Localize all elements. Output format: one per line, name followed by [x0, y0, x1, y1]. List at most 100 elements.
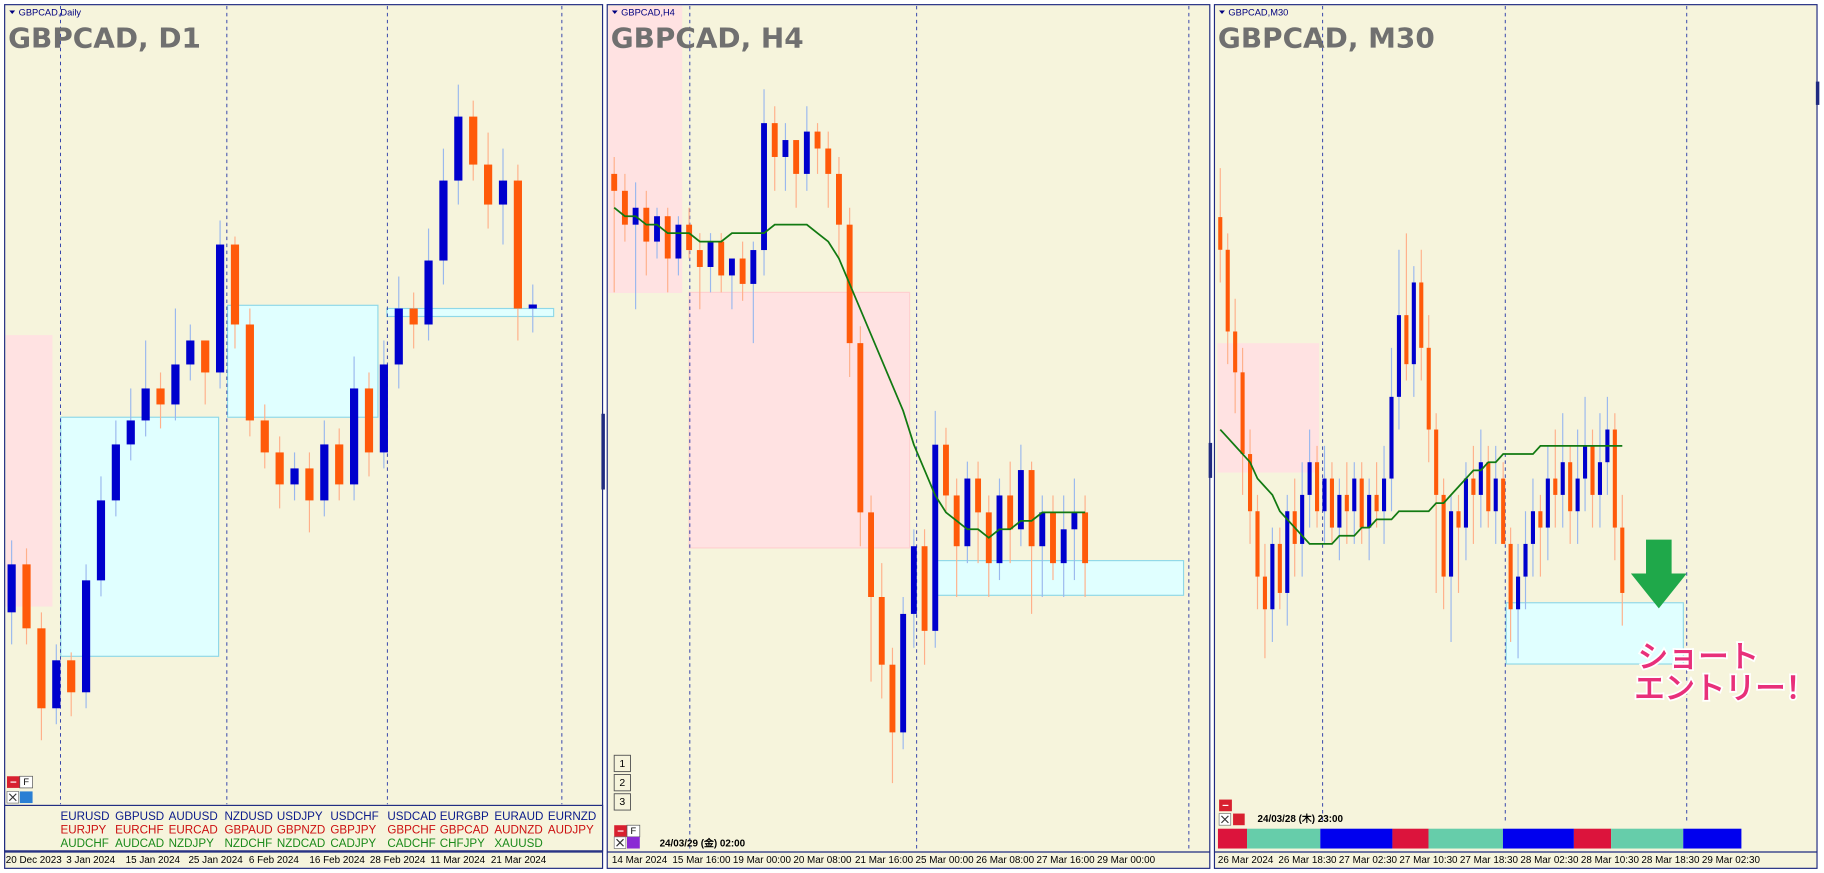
annotation: エントリー！	[1634, 671, 1815, 706]
symbol[interactable]: XAUUSD	[494, 837, 542, 850]
session-bar	[1611, 828, 1684, 849]
candle-body	[975, 478, 982, 513]
symbol[interactable]: NZDJPY	[169, 837, 214, 850]
candle-body	[335, 444, 344, 485]
candle-body	[1352, 478, 1357, 512]
candle-body	[528, 304, 537, 309]
symbol[interactable]: EURCAD	[169, 824, 218, 837]
symbol[interactable]: EURGBP	[440, 810, 489, 823]
chart-title: GBPCAD, D1	[8, 22, 201, 55]
symbol[interactable]: EURAUD	[494, 810, 543, 823]
f-button-label[interactable]: F	[23, 777, 29, 787]
candle-body	[484, 164, 493, 205]
button[interactable]	[613, 793, 631, 811]
symbol[interactable]: GBPUSD	[115, 810, 164, 823]
dropdown-arrow	[9, 10, 16, 14]
candle-body	[1218, 217, 1223, 250]
symbol[interactable]: NZDUSD	[225, 810, 273, 823]
symbol[interactable]: AUDCHF	[60, 837, 108, 850]
symbol[interactable]: CADCHF	[387, 837, 435, 850]
symbol[interactable]: AUDUSD	[169, 810, 218, 823]
candle-body	[1315, 462, 1320, 512]
candle-body	[664, 216, 671, 259]
symbol[interactable]: AUDCAD	[115, 837, 164, 850]
scroll-marker	[1208, 442, 1213, 478]
settings-button[interactable]	[19, 791, 33, 804]
candle-body	[1050, 512, 1056, 564]
session-bar	[1683, 828, 1742, 849]
symbol[interactable]: NZDCHF	[225, 837, 273, 850]
chart-title: GBPCAD, M30	[1218, 22, 1435, 55]
candle-body	[1359, 478, 1364, 528]
candle-body	[1478, 462, 1483, 495]
close-icon	[616, 838, 624, 847]
candle-body	[611, 173, 618, 191]
symbol[interactable]: AUDJPY	[548, 824, 594, 837]
candle-body	[1560, 462, 1565, 495]
x-tick-label: 27 Mar 16:00	[1036, 855, 1095, 866]
zone	[1217, 343, 1320, 473]
candle-body	[81, 580, 91, 693]
zone	[386, 307, 555, 318]
symbol[interactable]: GBPCAD	[440, 824, 489, 837]
f-button[interactable]	[19, 775, 33, 789]
symbol[interactable]: USDCHF	[330, 810, 378, 823]
symbol[interactable]: GBPAUD	[225, 824, 273, 837]
symbol[interactable]: GBPJPY	[330, 824, 376, 837]
candle-body	[1247, 454, 1253, 512]
candle-body	[201, 340, 210, 373]
symbol[interactable]: USDCAD	[387, 810, 436, 823]
candle-body	[245, 324, 254, 421]
candle-body	[1545, 478, 1550, 528]
candle-body	[910, 546, 917, 614]
candle-body	[290, 468, 299, 485]
button[interactable]	[613, 754, 631, 773]
button-label[interactable]: 3	[619, 797, 625, 808]
candle-body	[1017, 470, 1024, 530]
symbol[interactable]: EURJPY	[60, 824, 106, 837]
candle-body	[1270, 543, 1275, 610]
symbol[interactable]: GBPCHF	[387, 824, 435, 837]
candle-body	[739, 258, 746, 284]
symbol-table	[4, 804, 604, 852]
candle-body	[141, 388, 150, 421]
settings-button[interactable]	[627, 836, 640, 849]
candle-body	[1329, 478, 1334, 528]
candle-body	[814, 131, 821, 149]
candle-body	[230, 244, 240, 325]
x-tick-label: 25 Mar 00:00	[915, 855, 974, 866]
x-tick-label: 11 Mar 2024	[430, 855, 485, 866]
candle-body	[1277, 543, 1282, 593]
candle-body	[825, 148, 832, 174]
close-icon	[1221, 815, 1229, 824]
symbol[interactable]: GBPNZD	[277, 824, 325, 837]
candle-body	[1501, 478, 1506, 544]
scroll-marker	[601, 413, 605, 490]
x-tick-label: 25 Jan 2024	[188, 855, 243, 866]
session-bar	[1502, 828, 1574, 849]
zone	[935, 560, 1185, 596]
symbol[interactable]: CADJPY	[330, 837, 376, 850]
button-label[interactable]: 1	[619, 759, 625, 770]
symbol[interactable]: USDJPY	[277, 810, 323, 823]
candle-body	[96, 500, 106, 581]
candle-body	[921, 546, 928, 631]
symbol[interactable]: AUDNZD	[494, 824, 542, 837]
symbol[interactable]: EURNZD	[548, 810, 596, 823]
button-label[interactable]: 2	[619, 778, 625, 789]
symbol[interactable]: EURCHF	[115, 824, 163, 837]
candle-body	[215, 244, 225, 373]
candle-body	[1463, 478, 1468, 528]
candle-body	[718, 241, 725, 276]
symbol[interactable]: CHFJPY	[440, 837, 485, 850]
f-button-label[interactable]: F	[631, 826, 637, 836]
candle-body	[1233, 331, 1238, 373]
x-tick-label: 26 Mar 2024	[1218, 855, 1274, 866]
candle-body	[1620, 527, 1625, 593]
symbol[interactable]: EURUSD	[60, 810, 109, 823]
session-bar	[1320, 828, 1393, 849]
symbol[interactable]: NZDCAD	[277, 837, 325, 850]
settings-button[interactable]	[1233, 813, 1245, 826]
button[interactable]	[613, 774, 631, 792]
